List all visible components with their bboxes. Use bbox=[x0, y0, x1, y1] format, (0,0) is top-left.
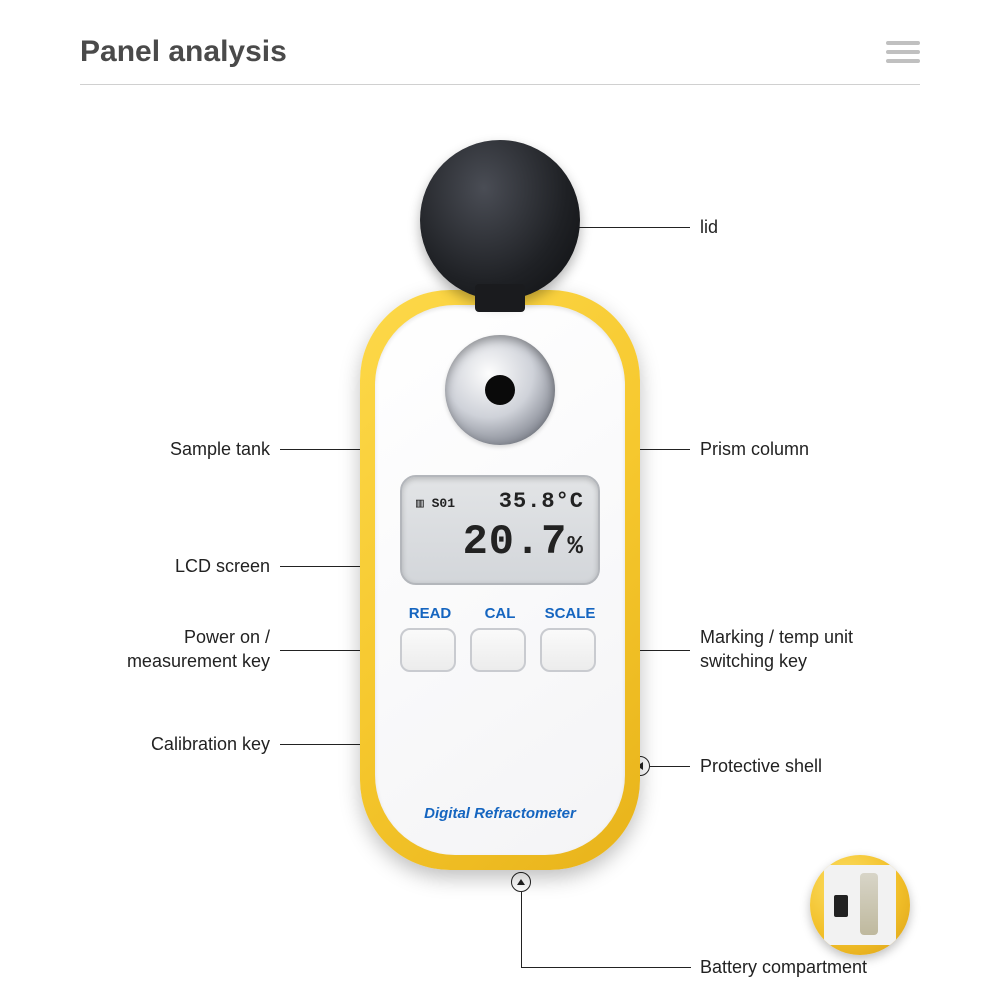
arrow-icon bbox=[511, 872, 531, 892]
read-button[interactable] bbox=[400, 628, 456, 672]
lcd-status: ▥ S01 bbox=[416, 496, 455, 511]
callout-battery: Battery compartment bbox=[700, 955, 867, 979]
callout-prism: Prism column bbox=[700, 437, 809, 461]
callout-power: Power on / measurement key bbox=[60, 625, 270, 674]
lcd-unit: % bbox=[567, 531, 584, 561]
lcd-screen: ▥ S01 35.8°C 20.7% bbox=[400, 475, 600, 585]
callout-lcd: LCD screen bbox=[80, 554, 270, 578]
menu-icon[interactable] bbox=[886, 41, 920, 63]
battery-compartment-detail bbox=[810, 855, 910, 955]
callout-switching: Marking / temp unit switching key bbox=[700, 625, 853, 674]
device-lid bbox=[420, 140, 580, 300]
cal-label: CAL bbox=[470, 605, 530, 622]
callout-calibration: Calibration key bbox=[80, 732, 270, 756]
sample-tank bbox=[445, 335, 555, 445]
page-title: Panel analysis bbox=[80, 35, 287, 69]
lcd-reading: 20.7 bbox=[463, 518, 568, 566]
callout-lid: lid bbox=[700, 215, 718, 239]
device-body: ▥ S01 35.8°C 20.7% READ CAL SCALE Digita… bbox=[375, 305, 625, 855]
prism-column bbox=[485, 375, 515, 405]
scale-button[interactable] bbox=[540, 628, 596, 672]
cal-button[interactable] bbox=[470, 628, 526, 672]
lcd-temp: 35.8°C bbox=[499, 489, 584, 514]
callout-shell: Protective shell bbox=[700, 754, 822, 778]
scale-label: SCALE bbox=[540, 605, 600, 622]
product-name: Digital Refractometer bbox=[375, 805, 625, 822]
divider bbox=[80, 84, 920, 85]
callout-sample-tank: Sample tank bbox=[80, 437, 270, 461]
read-label: READ bbox=[400, 605, 460, 622]
